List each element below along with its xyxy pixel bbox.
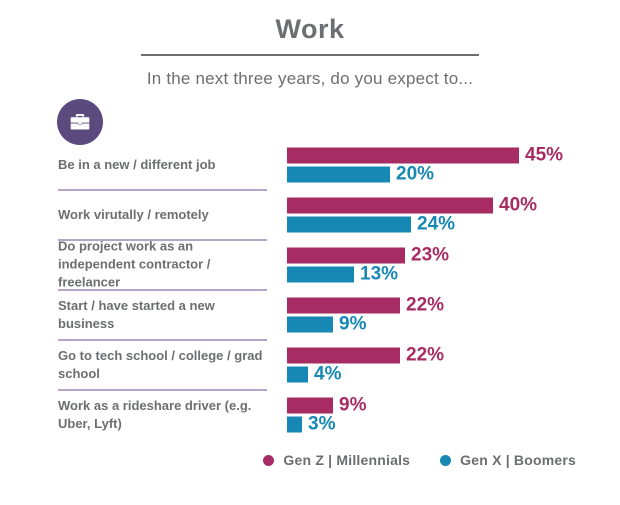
briefcase-icon	[57, 99, 103, 145]
bar-line: 23%	[287, 244, 450, 266]
legend-label: Gen X | Boomers	[460, 452, 576, 468]
bar-line: 20%	[287, 163, 563, 185]
chart-row: Work virutally / remotely 40% 24%	[0, 190, 620, 241]
bar-line: 22%	[287, 344, 445, 366]
genx-boomers-bar	[287, 316, 333, 333]
bar-line: 9%	[287, 313, 444, 335]
genz-millennials-bar	[287, 147, 519, 164]
bar-line: 22%	[287, 294, 445, 316]
bar-group: 9% 3%	[287, 394, 367, 435]
bar-line: 3%	[287, 413, 366, 435]
bar-line: 24%	[287, 213, 537, 235]
chart-subtitle: In the next three years, do you expect t…	[146, 69, 474, 88]
genz-millennials-bar	[287, 197, 493, 214]
genz-millennials-bar	[287, 297, 400, 314]
genz-millennials-value-label: 40%	[499, 194, 538, 216]
genz-millennials-value-label: 23%	[411, 244, 450, 266]
chart-row: Go to tech school / college / grad schoo…	[0, 340, 620, 391]
genz-millennials-bar	[287, 347, 400, 364]
chart-row: Start / have started a new business 22% 9%	[0, 290, 620, 341]
row-separator	[58, 389, 267, 391]
row-separator	[58, 339, 267, 341]
row-separator	[58, 239, 267, 241]
genx-boomers-dot-icon	[440, 454, 452, 466]
chart-header: Work In the next three years, do you exp…	[0, 14, 620, 89]
bar-group: 45% 20%	[287, 144, 564, 185]
genx-boomers-value-label: 24%	[417, 213, 456, 235]
category-label: Work as a rideshare driver (e.g. Uber, L…	[58, 397, 252, 431]
genx-boomers-bar	[287, 416, 302, 433]
category-label: Work virutally / remotely	[58, 206, 209, 222]
genz-millennials-value-label: 22%	[406, 344, 445, 366]
bar-group: 22% 9%	[287, 294, 445, 335]
genx-boomers-value-label: 3%	[308, 413, 336, 435]
genx-boomers-bar	[287, 166, 390, 183]
category-label: Go to tech school / college / grad schoo…	[58, 347, 263, 381]
genx-boomers-bar	[287, 216, 411, 233]
genx-boomers-value-label: 20%	[396, 163, 435, 185]
row-separator	[58, 189, 267, 191]
bar-group: 40% 24%	[287, 194, 538, 235]
legend: Gen Z | Millennials Gen X | Boomers	[263, 452, 576, 468]
genz-millennials-value-label: 9%	[339, 394, 367, 416]
bar-group: 22% 4%	[287, 344, 445, 385]
category-label: Do project work as an independent contra…	[58, 238, 211, 291]
chart-row: Do project work as an independent contra…	[0, 238, 620, 291]
title-divider	[141, 54, 479, 56]
genx-boomers-value-label: 9%	[339, 313, 367, 335]
genx-boomers-bar	[287, 266, 354, 283]
genz-millennials-value-label: 45%	[525, 144, 564, 166]
legend-item-genz-millennials: Gen Z | Millennials	[263, 452, 410, 468]
genz-millennials-value-label: 22%	[406, 294, 445, 316]
chart-row: Be in a new / different job 45% 20%	[0, 140, 620, 191]
bar-line: 9%	[287, 394, 367, 416]
genz-millennials-bar	[287, 247, 405, 264]
category-label: Start / have started a new business	[58, 297, 215, 331]
bar-chart: Be in a new / different job 45% 20% Work vi…	[0, 140, 620, 440]
bar-line: 13%	[287, 263, 449, 285]
genx-boomers-value-label: 4%	[314, 363, 342, 385]
page-title: Work	[275, 14, 345, 44]
row-separator	[58, 289, 267, 291]
bar-line: 40%	[287, 194, 538, 216]
chart-row: Work as a rideshare driver (e.g. Uber, L…	[0, 390, 620, 440]
genz-millennials-dot-icon	[263, 454, 275, 466]
category-label: Be in a new / different job	[58, 156, 216, 172]
briefcase-glyph	[70, 113, 90, 130]
bar-group: 23% 13%	[287, 244, 450, 285]
genx-boomers-value-label: 13%	[360, 263, 399, 285]
legend-item-genx-boomers: Gen X | Boomers	[440, 452, 576, 468]
legend-label: Gen Z | Millennials	[283, 452, 411, 468]
genz-millennials-bar	[287, 397, 333, 414]
bar-line: 4%	[287, 363, 444, 385]
bar-line: 45%	[287, 144, 564, 166]
genx-boomers-bar	[287, 366, 308, 383]
